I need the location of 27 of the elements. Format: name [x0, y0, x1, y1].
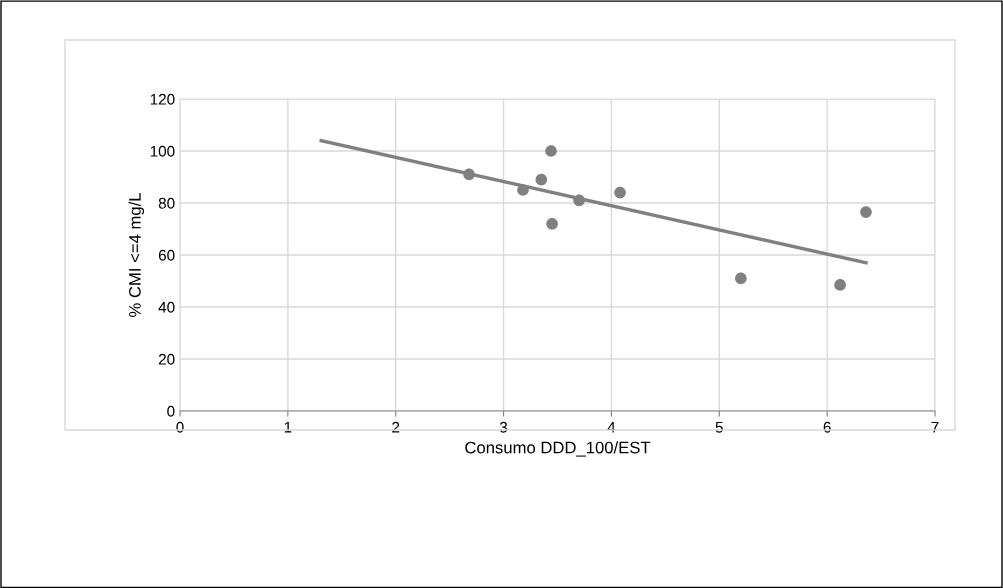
y-tick-label: 20 — [158, 353, 175, 365]
point — [573, 194, 585, 207]
x-tick-label: 1 — [284, 421, 292, 433]
y-tick-label: 80 — [158, 197, 175, 209]
x-tick-label: 5 — [715, 421, 723, 433]
point — [517, 184, 529, 196]
y-axis-title: % CMI <=4 mg/L — [128, 193, 145, 317]
y-tick-label: 40 — [158, 301, 175, 313]
point — [463, 168, 475, 181]
x-axis-title: Consumo DDD_100/EST — [465, 441, 651, 457]
point — [546, 217, 558, 230]
point — [535, 173, 548, 186]
point — [735, 272, 747, 285]
x-tick-label: 3 — [499, 421, 508, 433]
x-tick-label: 4 — [607, 421, 616, 433]
x-tick-label: 2 — [392, 421, 400, 433]
point — [614, 186, 626, 199]
y-tick-label: 0 — [167, 405, 175, 417]
point — [545, 145, 557, 157]
y-tick-label: 120 — [150, 93, 175, 105]
x-tick-label: 6 — [823, 421, 831, 433]
x-tick-label: 7 — [931, 421, 939, 433]
y-tick-label: 100 — [150, 145, 175, 157]
x-tick-label: 0 — [176, 421, 184, 433]
y-tick-label: 60 — [158, 249, 175, 261]
point — [834, 279, 846, 291]
point — [860, 206, 872, 218]
